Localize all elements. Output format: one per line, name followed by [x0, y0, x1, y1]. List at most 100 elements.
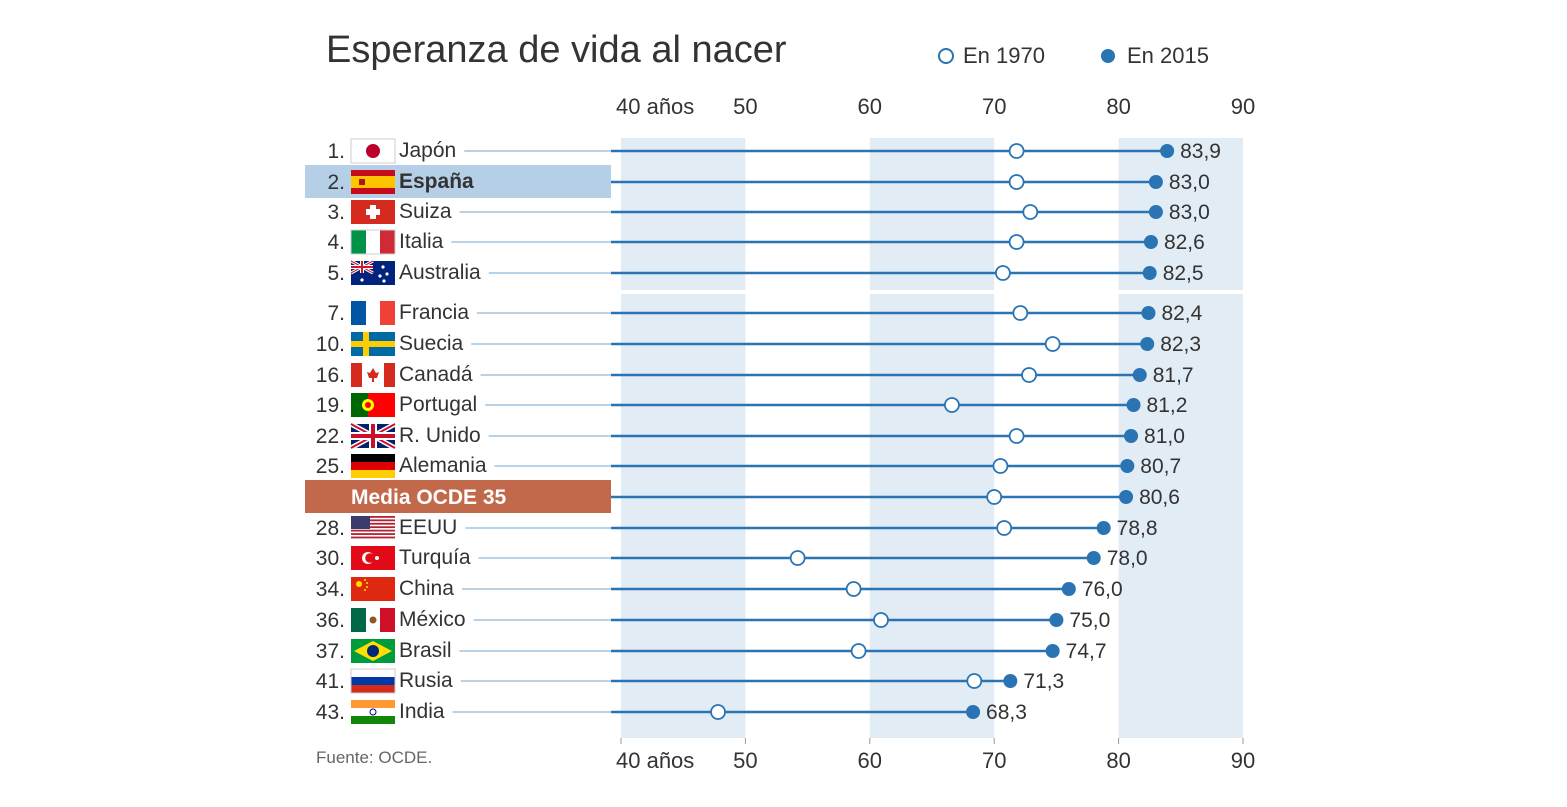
legend-label-2015: En 2015	[1127, 43, 1209, 68]
flag-stripe	[351, 529, 395, 532]
flag-cross-h	[351, 341, 395, 347]
point-1970-r-unido	[1008, 428, 1025, 444]
rank-china: 34.	[316, 578, 345, 601]
rank-portugal: 19.	[316, 394, 345, 417]
country-label-m-xico: México	[399, 608, 466, 631]
flag-star	[385, 272, 389, 276]
country-label-suiza: Suiza	[399, 200, 452, 223]
rank-m-xico: 36.	[316, 609, 345, 632]
flag-band-2	[351, 462, 395, 470]
band-80-90	[1118, 138, 1243, 738]
france-flag	[351, 301, 395, 325]
point-2015-italia	[1143, 235, 1158, 249]
country-label-espa-a: España	[399, 170, 474, 193]
tick-label-top-70: 70	[982, 94, 1006, 119]
value-label-suecia: 82,3	[1160, 333, 1201, 356]
source-note: Fuente: OCDE.	[316, 748, 432, 767]
rank-rusia: 41.	[316, 670, 345, 693]
point-1970-turqu-a	[789, 550, 806, 566]
chart-bands	[621, 138, 1243, 738]
axis-ticks: 40 años 40 años 50 50 60 60 70 70 80 80 90 90	[616, 94, 1255, 773]
flag-band-1	[351, 301, 366, 325]
flag-band	[351, 393, 368, 417]
point-1970-suiza	[1022, 204, 1039, 220]
flag-band-1	[351, 608, 366, 632]
point-1970-francia	[1012, 305, 1029, 321]
value-label-espa-a: 83,0	[1169, 171, 1210, 194]
country-label-suecia: Suecia	[399, 332, 464, 355]
tick-label-bottom-50: 50	[733, 748, 757, 773]
rank-suiza: 3.	[327, 201, 345, 224]
flag-stripe	[351, 516, 395, 518]
country-label-china: China	[399, 577, 454, 600]
portugal-flag	[351, 393, 395, 417]
value-label-eeuu: 78,8	[1117, 517, 1158, 540]
canada-flag	[351, 363, 395, 387]
rank-alemania: 25.	[316, 455, 345, 478]
flag-band-1	[351, 230, 366, 254]
flag-globe	[367, 645, 379, 657]
point-1970-italia	[1008, 234, 1025, 250]
flag-star-small	[366, 582, 368, 584]
flag-leaf	[367, 368, 379, 382]
value-label-m-xico: 75,0	[1069, 609, 1110, 632]
point-2015-suiza	[1148, 205, 1163, 219]
row-labels: 1. Japón 2. España 3. Suiza 4. Italia 5. Australi…	[305, 138, 611, 724]
country-label-r-unido: R. Unido	[399, 424, 481, 447]
chart-title: Esperanza de vida al nacer	[326, 29, 787, 71]
flag-star	[378, 274, 382, 278]
point-1970-media-ocde-35	[986, 489, 1003, 505]
point-1970-canad-	[1021, 367, 1037, 383]
flag-sun	[366, 144, 380, 158]
tick-label-bottom-60: 60	[858, 748, 882, 773]
point-2015-alemania	[1120, 459, 1135, 473]
tick-label-bottom-70: 70	[982, 748, 1006, 773]
point-2015-m-xico	[1049, 613, 1064, 627]
flag-star	[375, 556, 379, 560]
country-label-canad-: Canadá	[399, 363, 473, 386]
value-label-media-ocde-35: 80,6	[1139, 486, 1180, 509]
japan-flag	[350, 138, 396, 164]
australia-flag	[350, 259, 395, 285]
mexico-flag	[351, 608, 395, 632]
flag-star	[382, 279, 386, 283]
tick-label-top-90: 90	[1231, 94, 1255, 119]
value-label-india: 68,3	[986, 701, 1027, 724]
value-label-canad-: 81,7	[1153, 364, 1194, 387]
tick-label-bottom-40: 40 años	[616, 748, 694, 773]
value-label-china: 76,0	[1082, 578, 1123, 601]
sweden-flag	[351, 332, 395, 356]
flag-border	[350, 229, 396, 255]
country-label-portugal: Portugal	[399, 393, 477, 416]
germany-flag	[351, 454, 395, 478]
flag-band-3	[351, 716, 395, 724]
rank-espa-a: 2.	[327, 171, 345, 194]
flag-band-1	[351, 363, 362, 387]
country-label-italia: Italia	[399, 230, 444, 253]
country-label-turqu-a: Turquía	[399, 546, 471, 569]
switzerland-flag	[351, 200, 395, 224]
rank-india: 43.	[316, 701, 345, 724]
point-1970-brasil	[850, 643, 867, 659]
oecd-bar	[305, 480, 611, 513]
rank-suecia: 10.	[316, 333, 345, 356]
tick-label-bottom-90: 90	[1231, 748, 1255, 773]
country-label-oecd: Media OCDE 35	[351, 486, 507, 509]
flag-band-3	[351, 685, 395, 693]
flag-band-2	[366, 301, 380, 325]
spain-flag	[351, 170, 395, 194]
point-1970-alemania	[992, 458, 1009, 474]
point-1970-india	[710, 704, 726, 720]
flag-emblem	[369, 616, 377, 624]
group-separator	[621, 290, 1243, 294]
value-label-turqu-a: 78,0	[1107, 547, 1148, 570]
flag-chakra	[369, 708, 377, 716]
point-2015-r-unido	[1124, 429, 1139, 443]
flag-border	[350, 668, 396, 694]
rank-italia: 4.	[327, 231, 345, 254]
value-label-r-unido: 81,0	[1144, 425, 1185, 448]
flag-star-small	[364, 589, 366, 591]
legend-label-1970: En 1970	[963, 43, 1045, 68]
tick-label-top-60: 60	[858, 94, 882, 119]
brazil-flag	[351, 639, 395, 663]
